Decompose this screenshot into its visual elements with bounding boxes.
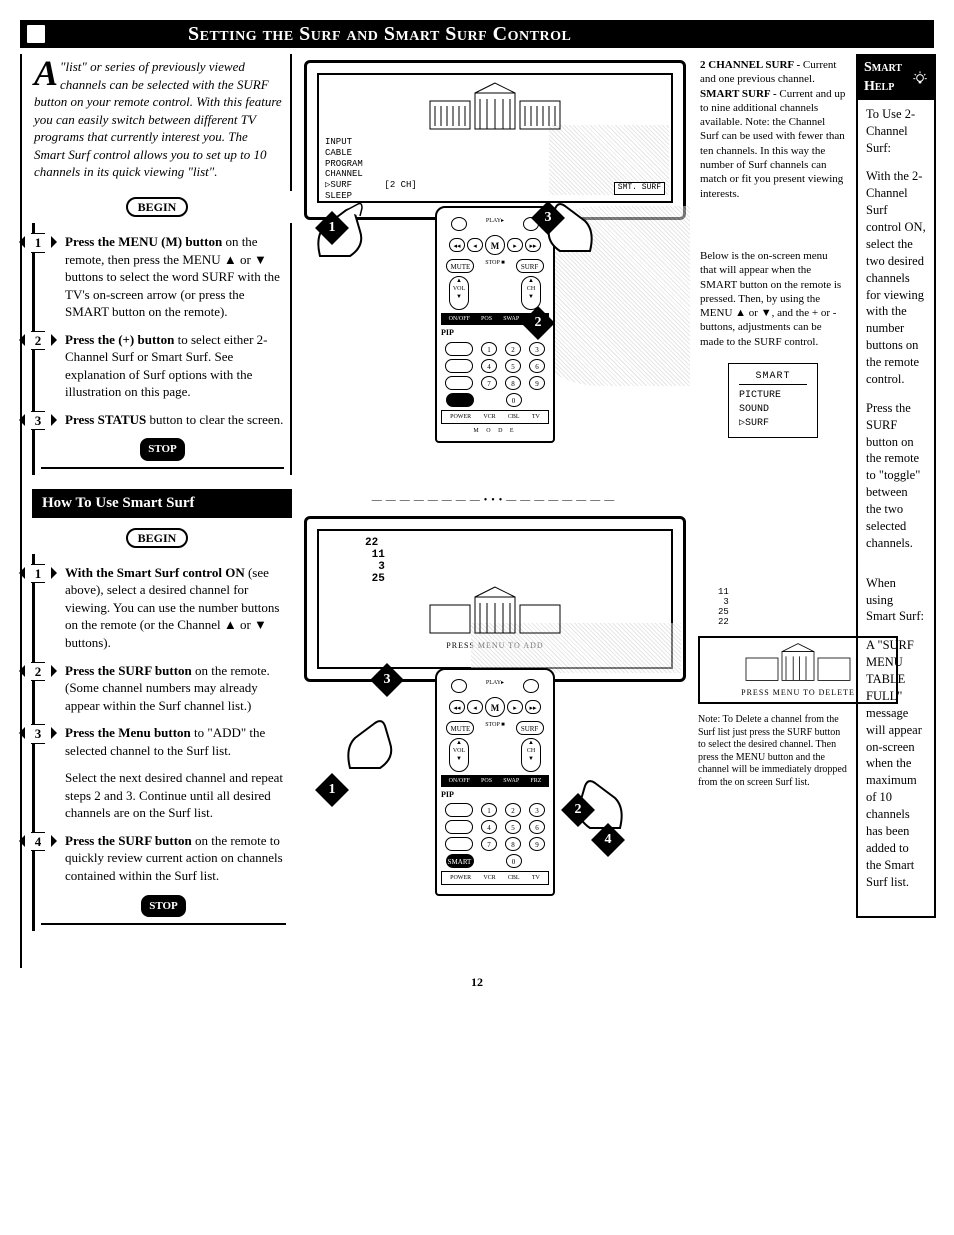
steps-section-2: 1 With the Smart Surf control ON (see ab…	[32, 554, 292, 932]
smart-menu-desc: Below is the on-screen menu that will ap…	[698, 245, 848, 353]
press-menu-delete-label: PRESS MENU TO DELETE	[704, 688, 892, 699]
step-number-icon: 3	[25, 411, 51, 429]
begin-badge: BEGIN	[126, 528, 189, 548]
remote-illustration-2: 3 1 2 4 PLAY▸ ◂◂◂ M ▸▸▸ MUTESTOP ■SURF ▲…	[300, 668, 690, 968]
s2-step2-bold: Press the SURF button	[65, 663, 192, 678]
building-icon	[425, 81, 565, 131]
step-number-icon: 2	[25, 662, 51, 680]
step1-bold: Press the MENU (M) button	[65, 234, 222, 249]
s2-step3-extra: Select the next desired channel and repe…	[65, 769, 286, 822]
s2-step1-bold: With the Smart Surf control ON	[65, 565, 245, 580]
step2-bold: Press the (+) button	[65, 332, 174, 347]
divider: ————————•••————————	[300, 494, 690, 508]
begin-badge: BEGIN	[126, 197, 189, 217]
step-1: 1 Press the MENU (M) button on the remot…	[41, 233, 284, 321]
middle-column: INPUT CABLE PROGRAM CHANNEL ▷SURF [2 CH]…	[300, 54, 690, 968]
step-number-icon: 1	[25, 233, 51, 251]
step-3b: 3 Press the Menu button to "ADD" the sel…	[41, 724, 286, 822]
menu-button: M	[485, 235, 505, 255]
delete-note: Note: To Delete a channel from the Surf …	[698, 714, 848, 789]
callout-3: 3	[370, 663, 404, 697]
help-body: To Use 2-Channel Surf: With the 2-Channe…	[858, 100, 934, 909]
left-column: A "list" or series of previously viewed …	[22, 54, 292, 968]
step-number-icon: 3	[25, 724, 51, 742]
remote-control: PLAY▸ ◂◂◂ M ▸▸▸ MUTESTOP ■SURF ▲VOL▼ ▲CH…	[435, 668, 555, 897]
step-number-icon: 4	[25, 832, 51, 850]
page-number: 12	[20, 974, 934, 990]
page-title: Setting the Surf and Smart Surf Control	[188, 21, 571, 48]
surf-modes-desc: 2 CHANNEL SURF - Current and one previou…	[698, 54, 848, 205]
s2-step3-bold: Press the Menu button	[65, 725, 191, 740]
step-number-icon: 1	[25, 564, 51, 582]
step-1b: 1 With the Smart Surf control ON (see ab…	[41, 564, 286, 652]
help-column: Smart Help To Use 2-Channel Surf: With t…	[856, 54, 936, 968]
dropcap: A	[34, 58, 58, 89]
section-title-smart-surf: How To Use Smart Surf	[32, 489, 292, 517]
s2-step4-bold: Press the SURF button	[65, 833, 192, 848]
step3-text: button to clear the screen.	[146, 412, 283, 427]
building-icon	[425, 585, 565, 635]
mini-channel-list: 11 3 25 22	[718, 588, 848, 628]
smt-surf-badge: SMT. SURF	[614, 182, 665, 195]
hand-icon	[340, 708, 410, 778]
help-header: Smart Help	[858, 56, 934, 100]
step-4b: 4 Press the SURF button on the remote to…	[41, 832, 286, 885]
intro-text: A "list" or series of previously viewed …	[22, 54, 292, 191]
step-number-icon: 2	[25, 331, 51, 349]
right-info-column: 2 CHANNEL SURF - Current and one previou…	[698, 54, 848, 968]
channel-stack: 22 11 3 25	[365, 537, 665, 585]
step-2b: 2 Press the SURF button on the remote. (…	[41, 662, 286, 715]
step-2: 2 Press the (+) button to select either …	[41, 331, 284, 401]
step3-bold: Press STATUS	[65, 412, 146, 427]
stop-badge: STOP	[140, 438, 185, 461]
steps-section-1: 1 Press the MENU (M) button on the remot…	[32, 223, 292, 475]
lightbulb-icon	[912, 66, 928, 90]
remote-illustration-1: 1 3 2 PLAY▸ ◂◂ ◂ M ▸ ▸▸ MUTESTOP ■SURF ▲…	[300, 206, 690, 486]
main-layout: A "list" or series of previously viewed …	[20, 54, 934, 968]
header-icon-square	[24, 22, 48, 46]
intro-body: "list" or series of previously viewed ch…	[34, 59, 282, 179]
smart-help-box: Smart Help To Use 2-Channel Surf: With t…	[856, 54, 936, 918]
tv-illustration-3: PRESS MENU TO DELETE	[698, 636, 898, 705]
tv-illustration-2: 22 11 3 25 PRESS MENU TO ADD	[304, 516, 686, 682]
step-3: 3 Press STATUS button to clear the scree…	[41, 411, 284, 429]
stop-badge: STOP	[141, 895, 186, 918]
smart-onscreen-menu: SMART PICTURE SOUND ▷SURF	[728, 363, 818, 438]
header-bar: Setting the Surf and Smart Surf Control	[20, 20, 934, 48]
